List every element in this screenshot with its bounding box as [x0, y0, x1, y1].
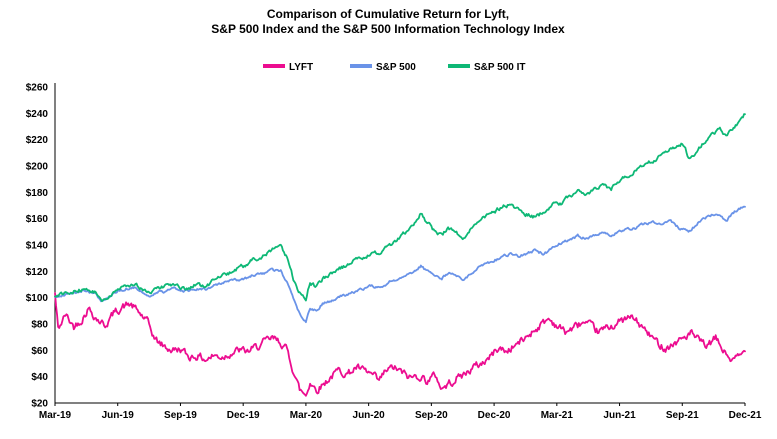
x-tick-label: Jun-21 — [603, 410, 636, 421]
x-tick-label: Sep-20 — [415, 410, 448, 421]
y-tick-label: $260 — [26, 83, 49, 94]
y-tick-label: $240 — [26, 109, 49, 120]
legend-label-s-p-500: S&P 500 — [376, 62, 416, 73]
x-tick-label: Jun-19 — [102, 410, 135, 421]
y-tick-label: $160 — [26, 214, 49, 225]
legend-label-s-p-500-it: S&P 500 IT — [474, 62, 526, 73]
chart-title-line1: Comparison of Cumulative Return for Lyft… — [267, 7, 509, 21]
y-tick-label: $100 — [26, 293, 49, 304]
y-tick-label: $180 — [26, 188, 49, 199]
x-tick-label: Sep-21 — [666, 410, 699, 421]
series-line-s-p-500-it — [54, 113, 746, 303]
legend: LYFT S&P 500 S&P 500 IT — [263, 62, 526, 73]
x-tick-label: Jun-20 — [353, 410, 386, 421]
x-tick-label: Mar-20 — [290, 410, 323, 421]
legend-label-lyft: LYFT — [289, 62, 313, 73]
x-tick-label: Dec-20 — [478, 410, 511, 421]
y-tick-label: $20 — [31, 399, 48, 410]
axes: $20 $40 $60 $80 $100 $120 $140 $160 $180 $200 $220… — [26, 83, 762, 422]
y-tick-label: $60 — [31, 346, 48, 357]
chart-title-line2: S&P 500 Index and the S&P 500 Informatio… — [211, 22, 565, 36]
x-tick-label: Sep-19 — [164, 410, 197, 421]
series-lines — [54, 113, 746, 397]
x-tick-label: Dec-19 — [227, 410, 260, 421]
x-tick-label: Mar-21 — [541, 410, 574, 421]
series-line-lyft — [54, 292, 746, 397]
series-line-s-p-500 — [54, 205, 746, 324]
y-tick-label: $120 — [26, 267, 49, 278]
y-tick-label: $200 — [26, 162, 49, 173]
y-tick-label: $40 — [31, 372, 48, 383]
x-tick-label: Mar-19 — [39, 410, 72, 421]
y-tick-label: $140 — [26, 241, 49, 252]
y-tick-label: $220 — [26, 135, 49, 146]
x-tick-label: Dec-21 — [729, 410, 762, 421]
y-tick-label: $80 — [31, 320, 48, 331]
